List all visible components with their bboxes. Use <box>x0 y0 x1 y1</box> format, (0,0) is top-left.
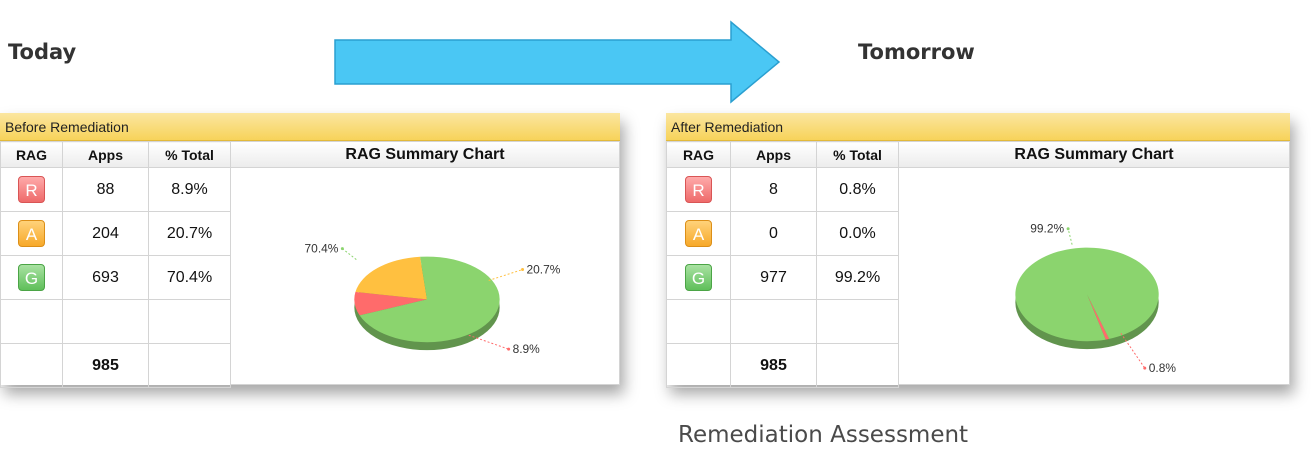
rag-badge-amber: A <box>18 220 45 247</box>
table-row: A 0 0.0% <box>666 211 899 256</box>
leader-line <box>1120 332 1146 369</box>
pie-slice-a <box>355 256 427 300</box>
rag-summary-chart: RAG Summary Chart 0.8% 99.2% <box>899 141 1290 385</box>
total-row: 985 <box>666 343 899 388</box>
panel-title: Before Remediation <box>0 113 620 141</box>
chart-title: RAG Summary Chart <box>231 142 619 168</box>
leader-dot <box>507 347 511 351</box>
pct-cell: 0.0% <box>816 211 899 256</box>
rag-summary-chart: RAG Summary Chart 8.9% 20.7% 70.4% <box>231 141 620 385</box>
leader-dot <box>1066 227 1070 231</box>
pct-cell: 8.9% <box>148 167 231 212</box>
apps-total: 985 <box>62 343 149 388</box>
apps-cell: 8 <box>730 167 817 212</box>
apps-cell: 88 <box>62 167 149 212</box>
rag-badge-green: G <box>18 264 45 291</box>
apps-column-header: Apps <box>730 141 817 168</box>
panel-title: After Remediation <box>666 113 1290 141</box>
rag-badge-red: R <box>18 176 45 203</box>
apps-cell: 204 <box>62 211 149 256</box>
table-row: G 977 99.2% <box>666 255 899 300</box>
data-label-g: 70.4% <box>305 242 339 256</box>
empty-row <box>666 299 899 344</box>
rag-badge-red: R <box>685 176 712 203</box>
chart-title: RAG Summary Chart <box>899 142 1289 168</box>
pie-slice-r <box>1087 294 1110 340</box>
pie-slice-g <box>359 256 500 343</box>
apps-column-header: Apps <box>62 141 149 168</box>
leader-dot <box>340 247 344 251</box>
rag-column-header: RAG <box>0 141 63 168</box>
leader-dot <box>521 268 525 272</box>
leader-line <box>468 334 509 350</box>
apps-cell: 0 <box>730 211 817 256</box>
leader-line <box>1067 228 1073 245</box>
apps-total: 985 <box>730 343 817 388</box>
pie-chart: 0.8% 99.2% <box>1015 222 1177 375</box>
before-remediation-panel: Before Remediation RAG Apps % Total R 88… <box>0 113 620 388</box>
pct-cell: 70.4% <box>148 255 231 300</box>
pie-slice-g <box>1015 247 1159 342</box>
pct-column-header: % Total <box>816 141 899 168</box>
pct-cell: 99.2% <box>816 255 899 300</box>
empty-row <box>0 299 231 344</box>
apps-cell: 977 <box>730 255 817 300</box>
data-label-g: 99.2% <box>1030 222 1064 236</box>
total-row: 985 <box>0 343 231 388</box>
rag-table: RAG Apps % Total R 88 8.9% A 204 20.7% G… <box>0 141 231 388</box>
data-label-r: 0.8% <box>1149 361 1177 375</box>
pct-column-header: % Total <box>148 141 231 168</box>
caption: Remediation Assessment <box>678 422 969 448</box>
pie-chart: 8.9% 20.7% 70.4% <box>305 242 561 357</box>
rag-table: RAG Apps % Total R 8 0.8% A 0 0.0% G 977… <box>666 141 899 388</box>
table-row: R 8 0.8% <box>666 167 899 212</box>
data-label-r: 8.9% <box>513 342 541 356</box>
rag-column-header: RAG <box>666 141 731 168</box>
today-heading: Today <box>8 40 77 64</box>
after-remediation-panel: After Remediation RAG Apps % Total R 8 0… <box>666 113 1290 388</box>
pct-cell: 20.7% <box>148 211 231 256</box>
table-row: G 693 70.4% <box>0 255 231 300</box>
leader-dot <box>1143 366 1147 370</box>
rag-badge-green: G <box>685 264 712 291</box>
rag-badge-amber: A <box>685 220 712 247</box>
apps-cell: 693 <box>62 255 149 300</box>
data-label-a: 20.7% <box>527 263 561 277</box>
table-row: A 204 20.7% <box>0 211 231 256</box>
pct-cell: 0.8% <box>816 167 899 212</box>
leader-line <box>342 248 357 260</box>
table-row: R 88 8.9% <box>0 167 231 212</box>
right-arrow-icon <box>334 20 781 104</box>
pie-slice-r <box>354 291 427 316</box>
leader-line <box>488 269 523 281</box>
tomorrow-heading: Tomorrow <box>858 40 975 64</box>
